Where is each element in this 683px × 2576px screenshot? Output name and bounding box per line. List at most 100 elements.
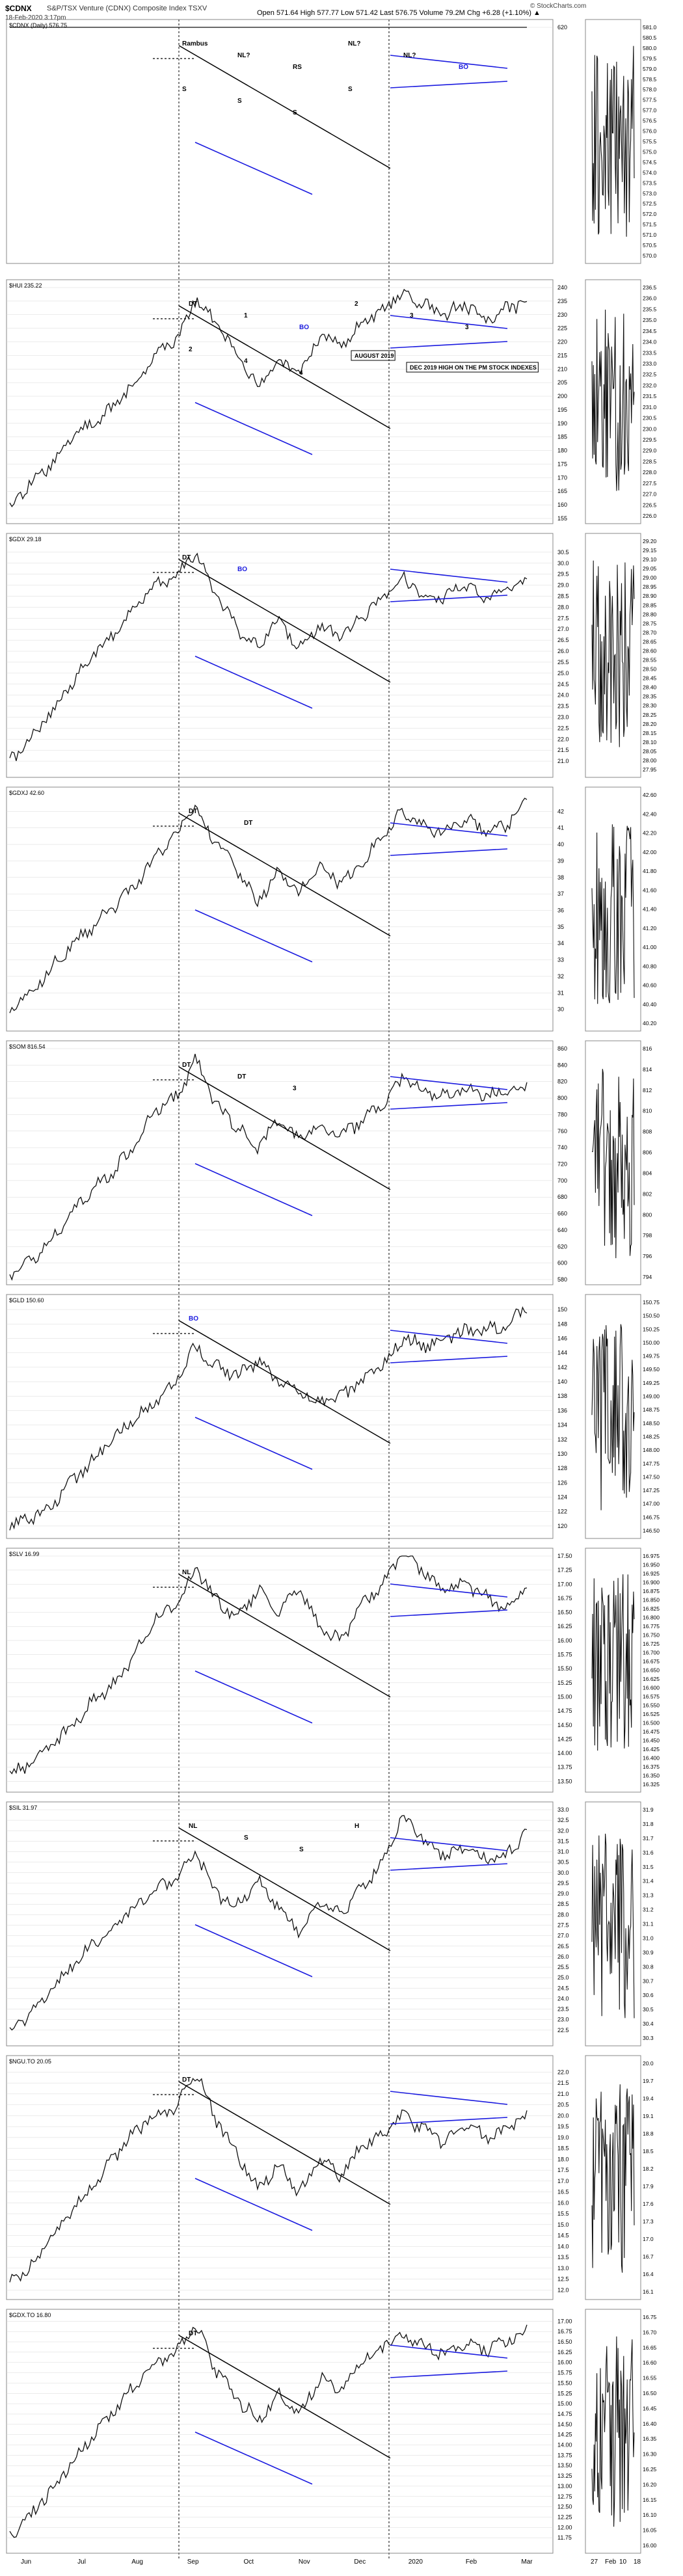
side-x-label: 18 xyxy=(634,2558,641,2566)
side-tick-label: 579.0 xyxy=(643,66,657,72)
side-tick-label: 147.50 xyxy=(643,1473,660,1480)
y-tick-label: 17.00 xyxy=(557,1581,572,1587)
annotation-label: S xyxy=(237,98,242,105)
y-tick-label: 32 xyxy=(557,973,564,980)
y-tick-label: 136 xyxy=(557,1407,567,1414)
x-month-label: Dec xyxy=(354,2558,366,2566)
side-tick-label: 40.40 xyxy=(643,1001,657,1008)
side-tick-label: 148.75 xyxy=(643,1406,660,1413)
side-tick-label: 571.0 xyxy=(643,232,657,238)
y-tick-label: 40 xyxy=(557,841,564,848)
panel-4: 30 31 32 33 34 35 36 37 38 39 40 41 42 42.60 42.40 42.2… xyxy=(6,786,657,1032)
panel-frame xyxy=(6,2055,554,2300)
side-tick-label: 20.0 xyxy=(643,2060,654,2067)
y-tick-label: 13.25 xyxy=(557,2473,572,2479)
annotation-label: 3 xyxy=(293,1085,297,1092)
y-tick-label: 31.0 xyxy=(557,1849,569,1855)
panel-8: 22.5 23.0 23.5 24.0 24.5 25.0 25.5 26.0 26.5 27.0… xyxy=(6,1801,654,2046)
panel-frame xyxy=(6,1040,554,1285)
side-tick-label: 230.5 xyxy=(643,415,657,422)
annotation-label: Rambus xyxy=(182,40,208,47)
side-tick-label: 31.4 xyxy=(643,1878,654,1885)
side-tick-label: 41.00 xyxy=(643,944,657,950)
side-tick-label: 16.525 xyxy=(643,1711,660,1717)
y-tick-label: 18.5 xyxy=(557,2145,569,2152)
y-tick-label: 720 xyxy=(557,1161,567,1168)
y-tick-label: 122 xyxy=(557,1509,567,1515)
y-tick-label: 16.00 xyxy=(557,2359,572,2366)
panel-frame xyxy=(6,1548,554,1793)
y-tick-label: 170 xyxy=(557,474,567,481)
panel-frame xyxy=(6,19,554,264)
price-line xyxy=(9,1815,528,2031)
trend-line-black xyxy=(178,1827,391,1952)
side-tick-label: 228.0 xyxy=(643,469,657,476)
side-tick-label: 16.450 xyxy=(643,1737,660,1744)
side-tick-label: 804 xyxy=(643,1170,652,1176)
price-line xyxy=(9,1555,528,1775)
price-line xyxy=(9,2078,528,2283)
y-tick-label: 33 xyxy=(557,957,564,963)
x-month-label: 2020 xyxy=(408,2558,423,2566)
annotation-box xyxy=(406,362,539,373)
side-tick-label: 808 xyxy=(643,1129,652,1135)
trend-line-black xyxy=(178,45,391,169)
side-panel-frame xyxy=(585,533,641,778)
header-symbol: $CDNX xyxy=(5,4,32,13)
y-tick-label: 15.25 xyxy=(557,1680,572,1686)
y-tick-label: 12.0 xyxy=(557,2287,569,2293)
side-tick-label: 41.80 xyxy=(643,868,657,874)
side-tick-label: 572.0 xyxy=(643,211,657,217)
y-tick-label: 17.0 xyxy=(557,2178,569,2184)
side-tick-label: 814 xyxy=(643,1066,652,1073)
side-tick-label: 581.0 xyxy=(643,24,657,31)
side-price-line xyxy=(591,2084,635,2273)
side-tick-label: 576.0 xyxy=(643,128,657,135)
side-tick-label: 150.00 xyxy=(643,1339,660,1346)
side-tick-label: 31.2 xyxy=(643,1907,654,1913)
side-tick-label: 16.775 xyxy=(643,1623,660,1630)
trend-line-black xyxy=(178,2081,391,2205)
x-month-label: Sep xyxy=(187,2558,199,2566)
y-tick-label: 21.0 xyxy=(557,758,569,764)
side-price-line xyxy=(591,560,635,747)
side-tick-label: 31.6 xyxy=(643,1849,654,1856)
y-tick-label: 27.0 xyxy=(557,626,569,632)
y-tick-label: 38 xyxy=(557,874,564,881)
side-tick-label: 230.0 xyxy=(643,425,657,432)
y-tick-label: 240 xyxy=(557,284,567,291)
side-panel-frame xyxy=(585,1040,641,1285)
y-tick-label: 134 xyxy=(557,1422,567,1429)
side-tick-label: 234.5 xyxy=(643,328,657,334)
y-tick-label: 17.5 xyxy=(557,2167,569,2173)
side-tick-label: 574.0 xyxy=(643,169,657,176)
panel-10: 11.75 12.00 12.25 12.50 12.75 13.00 13.25 13.50… xyxy=(6,2309,657,2554)
side-tick-label: 798 xyxy=(643,1232,652,1239)
side-tick-label: 150.25 xyxy=(643,1326,660,1332)
annotation-label: 4 xyxy=(299,369,303,377)
side-tick-label: 16.75 xyxy=(643,2314,657,2320)
side-tick-label: 28.70 xyxy=(643,629,657,636)
panel-7: 13.50 13.75 14.00 14.25 14.50 14.75 15.00 15.25… xyxy=(6,1548,660,1793)
y-tick-label: 26.5 xyxy=(557,1943,569,1950)
side-tick-label: 16.1 xyxy=(643,2288,654,2295)
y-tick-label: 25.0 xyxy=(557,1974,569,1981)
trend-line-blue-upper xyxy=(390,315,508,329)
y-tick-label: 780 xyxy=(557,1111,567,1118)
price-line xyxy=(9,289,528,507)
y-tick-label: 220 xyxy=(557,339,567,345)
side-tick-label: 802 xyxy=(643,1190,652,1197)
side-tick-label: 16.825 xyxy=(643,1605,660,1612)
side-tick-label: 30.9 xyxy=(643,1949,654,1955)
y-tick-label: 124 xyxy=(557,1494,567,1501)
annotation-label: NL xyxy=(182,1569,191,1576)
side-tick-label: 16.875 xyxy=(643,1588,660,1594)
side-tick-label: 41.40 xyxy=(643,906,657,913)
side-tick-label: 575.5 xyxy=(643,139,657,145)
y-tick-label: 15.50 xyxy=(557,2380,572,2386)
y-tick-label: 120 xyxy=(557,1523,567,1529)
y-tick-label: 26.0 xyxy=(557,1953,569,1960)
y-tick-label: 28.0 xyxy=(557,604,569,610)
side-tick-label: 570.5 xyxy=(643,242,657,248)
side-tick-label: 149.00 xyxy=(643,1393,660,1400)
